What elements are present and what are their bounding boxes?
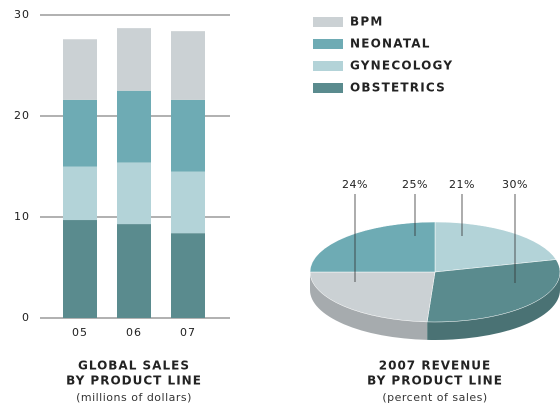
legend-label: OBSTETRICS <box>350 81 446 95</box>
chart-title: BY PRODUCT LINE <box>66 374 202 388</box>
legend-label: BPM <box>350 15 383 29</box>
pie-side <box>427 272 560 340</box>
bar-segment <box>63 39 97 100</box>
chart-title: BY PRODUCT LINE <box>367 374 503 388</box>
bar-segment <box>171 31 205 100</box>
chart-title: 2007 REVENUE <box>379 359 491 373</box>
bar-segment <box>171 99 205 172</box>
x-tick-label: 06 <box>126 326 142 339</box>
legend-swatch <box>313 61 343 71</box>
bar-segment <box>63 99 97 167</box>
bar-segment <box>117 224 151 318</box>
chart-subtitle: (millions of dollars) <box>76 391 192 404</box>
pie-slice <box>309 221 436 273</box>
pie-label: 21% <box>449 178 475 191</box>
pie-slice <box>309 271 436 323</box>
pie-slice <box>434 221 557 273</box>
bar-segment <box>63 166 97 221</box>
legend-swatch <box>313 83 343 93</box>
y-tick-label: 0 <box>22 311 30 324</box>
chart-subtitle: (percent of sales) <box>382 391 487 404</box>
pie-side <box>310 272 428 340</box>
x-tick-label: 07 <box>180 326 196 339</box>
x-tick-label: 05 <box>72 326 88 339</box>
pie-label: 30% <box>502 178 528 191</box>
legend-swatch <box>313 39 343 49</box>
bar-segment <box>117 28 151 91</box>
bar-segment <box>117 90 151 163</box>
pie-label: 25% <box>402 178 428 191</box>
bar-segment <box>171 171 205 234</box>
bar-segment <box>117 162 151 225</box>
bar-segment <box>63 220 97 318</box>
bar-segment <box>171 233 205 318</box>
pie-label: 24% <box>342 178 368 191</box>
y-tick-label: 10 <box>14 210 30 223</box>
chart-title: GLOBAL SALES <box>78 359 190 373</box>
legend-swatch <box>313 17 343 27</box>
y-tick-label: 20 <box>14 109 30 122</box>
legend-label: GYNECOLOGY <box>350 59 453 73</box>
legend-label: NEONATAL <box>350 37 431 51</box>
y-tick-label: 30 <box>14 8 30 21</box>
